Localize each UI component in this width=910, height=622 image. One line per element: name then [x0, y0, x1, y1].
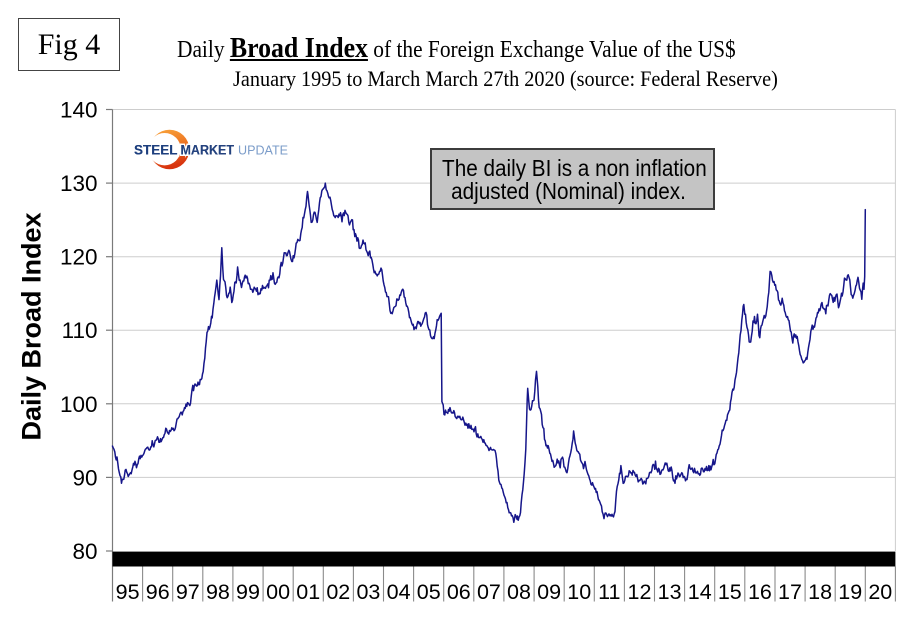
svg-text:04: 04: [387, 580, 411, 604]
svg-text:03: 03: [356, 580, 380, 604]
svg-text:17: 17: [778, 580, 802, 604]
svg-text:140: 140: [60, 98, 98, 123]
svg-text:97: 97: [176, 580, 200, 604]
svg-text:98: 98: [206, 580, 230, 604]
svg-text:96: 96: [146, 580, 170, 604]
svg-text:95: 95: [116, 580, 140, 604]
svg-text:09: 09: [537, 580, 561, 604]
svg-text:99: 99: [236, 580, 260, 604]
svg-text:10: 10: [567, 580, 591, 604]
svg-text:MARKET: MARKET: [181, 143, 235, 158]
svg-text:07: 07: [477, 580, 501, 604]
svg-text:01: 01: [296, 580, 320, 604]
svg-text:14: 14: [688, 580, 712, 604]
svg-text:16: 16: [748, 580, 772, 604]
svg-text:130: 130: [60, 171, 98, 196]
svg-text:120: 120: [60, 245, 98, 270]
svg-text:STEEL: STEEL: [134, 143, 178, 158]
svg-text:08: 08: [507, 580, 531, 604]
svg-text:00: 00: [266, 580, 290, 604]
svg-text:13: 13: [658, 580, 682, 604]
svg-text:90: 90: [72, 465, 97, 490]
svg-text:02: 02: [326, 580, 350, 604]
svg-text:05: 05: [417, 580, 441, 604]
svg-text:19: 19: [838, 580, 862, 604]
svg-text:15: 15: [718, 580, 742, 604]
svg-text:12: 12: [628, 580, 652, 604]
svg-text:UPDATE: UPDATE: [238, 143, 288, 158]
svg-text:110: 110: [62, 318, 98, 343]
svg-text:MARKET: MARKET: [181, 143, 235, 158]
svg-text:STEEL: STEEL: [134, 143, 178, 158]
svg-text:06: 06: [447, 580, 471, 604]
svg-text:18: 18: [808, 580, 832, 604]
svg-text:100: 100: [60, 392, 98, 417]
svg-text:11: 11: [598, 580, 620, 604]
svg-text:80: 80: [72, 539, 97, 564]
svg-text:20: 20: [868, 580, 892, 604]
